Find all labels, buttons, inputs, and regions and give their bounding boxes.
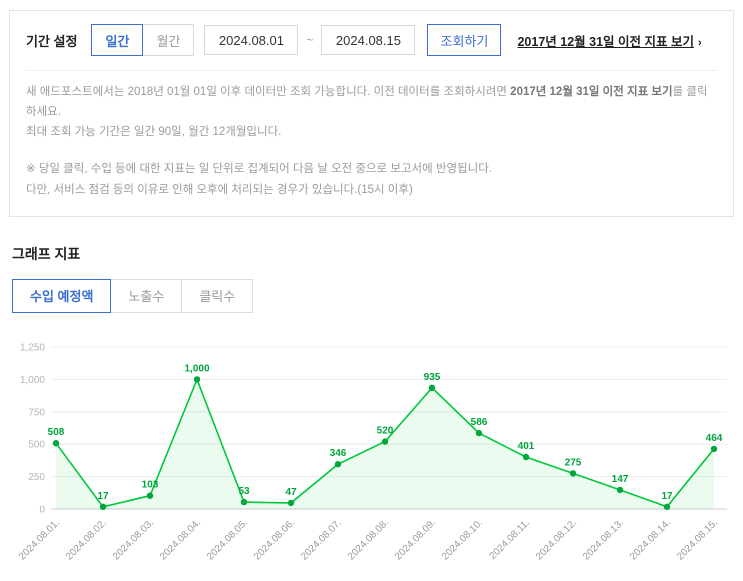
- svg-text:2024.08.04.: 2024.08.04.: [158, 517, 203, 562]
- date-range-separator: ~: [306, 33, 314, 47]
- svg-text:520: 520: [377, 425, 394, 436]
- legacy-report-link-label: 2017년 12월 31일 이전 지표 보기: [517, 34, 694, 49]
- svg-text:2024.08.13.: 2024.08.13.: [581, 517, 626, 562]
- period-type-toggle: 일간 월간: [91, 24, 195, 56]
- svg-text:2024.08.08.: 2024.08.08.: [346, 517, 391, 562]
- svg-text:17: 17: [661, 490, 673, 501]
- svg-text:2024.08.01.: 2024.08.01.: [17, 517, 62, 562]
- start-date-input[interactable]: [204, 25, 299, 55]
- svg-text:275: 275: [565, 457, 582, 468]
- svg-text:935: 935: [424, 371, 441, 382]
- search-button[interactable]: 조회하기: [427, 24, 502, 56]
- svg-text:500: 500: [28, 439, 45, 450]
- panel-divider: [26, 70, 717, 71]
- svg-text:53: 53: [238, 486, 250, 497]
- svg-text:147: 147: [612, 474, 629, 485]
- svg-text:2024.08.05.: 2024.08.05.: [205, 517, 250, 562]
- revenue-line-chart: 0 250 500 750 1,000 1,250 508 17 103 1,000 53 47 346…: [9, 331, 734, 573]
- svg-text:508: 508: [48, 427, 65, 438]
- svg-text:47: 47: [285, 487, 297, 498]
- svg-text:2024.08.11.: 2024.08.11.: [488, 517, 533, 562]
- svg-text:2024.08.10.: 2024.08.10.: [440, 517, 485, 562]
- svg-text:2024.08.12.: 2024.08.12.: [534, 517, 579, 562]
- svg-text:2024.08.15.: 2024.08.15.: [675, 517, 720, 562]
- svg-text:586: 586: [471, 417, 488, 428]
- svg-text:250: 250: [28, 472, 45, 483]
- monthly-toggle-button[interactable]: 월간: [142, 24, 195, 56]
- svg-text:2024.08.03.: 2024.08.03.: [111, 517, 156, 562]
- svg-text:103: 103: [142, 479, 159, 490]
- notice-line3: ※ 당일 클릭, 수입 등에 대한 지표는 일 단위로 집계되어 다음 날 오전…: [26, 163, 492, 176]
- svg-text:2024.08.14.: 2024.08.14.: [628, 517, 673, 562]
- period-setting-label: 기간 설정: [26, 33, 78, 49]
- svg-text:1,250: 1,250: [20, 342, 45, 353]
- end-date-input[interactable]: [321, 25, 416, 55]
- svg-text:2024.08.09.: 2024.08.09.: [393, 517, 438, 562]
- svg-text:750: 750: [28, 407, 45, 418]
- tab-expected-revenue[interactable]: 수입 예정액: [12, 278, 112, 313]
- data-availability-notice: 새 애드포스트에서는 2018년 01월 01일 이후 데이터만 조회 가능합니…: [26, 82, 717, 142]
- svg-text:2024.08.02.: 2024.08.02.: [64, 517, 109, 562]
- chevron-right-icon: ›: [697, 36, 702, 49]
- aggregation-notice: ※ 당일 클릭, 수입 등에 대한 지표는 일 단위로 집계되어 다음 날 오전…: [26, 159, 717, 199]
- notice-line1-bold: 2017년 12월 31일 이전 지표 보기: [510, 86, 673, 98]
- tab-impressions[interactable]: 노출수: [110, 278, 183, 313]
- tab-clicks[interactable]: 클릭수: [181, 278, 254, 313]
- period-row: 기간 설정 일간 월간 ~ 조회하기 2017년 12월 31일 이전 지표 보…: [26, 24, 717, 56]
- svg-text:17: 17: [97, 490, 109, 501]
- period-setting-panel: 기간 설정 일간 월간 ~ 조회하기 2017년 12월 31일 이전 지표 보…: [9, 10, 734, 217]
- daily-toggle-button[interactable]: 일간: [91, 24, 144, 56]
- svg-text:1,000: 1,000: [184, 363, 209, 374]
- notice-line1-pre: 새 애드포스트에서는 2018년 01월 01일 이후 데이터만 조회 가능합니…: [26, 86, 511, 98]
- notice-line4: 다만, 서비스 점검 등의 이유로 인해 오후에 처리되는 경우가 있습니다.(…: [26, 183, 413, 196]
- svg-text:346: 346: [330, 448, 347, 459]
- svg-text:2024.08.07.: 2024.08.07.: [299, 517, 344, 562]
- graph-section-title: 그래프 지표: [12, 245, 81, 262]
- svg-text:464: 464: [706, 433, 723, 444]
- svg-text:1,000: 1,000: [20, 375, 45, 386]
- svg-text:2024.08.06.: 2024.08.06.: [252, 517, 297, 562]
- legacy-report-link[interactable]: 2017년 12월 31일 이전 지표 보기 ›: [517, 31, 701, 50]
- svg-text:401: 401: [518, 441, 535, 452]
- metric-tabs: 수입 예정액 노출수 클릭수: [12, 278, 734, 313]
- svg-text:0: 0: [39, 504, 45, 515]
- notice-line1-post: 를 클릭하세요.: [26, 86, 708, 119]
- notice-line2: 최대 조회 가능 기간은 일간 90일, 월간 12개월입니다.: [26, 126, 282, 139]
